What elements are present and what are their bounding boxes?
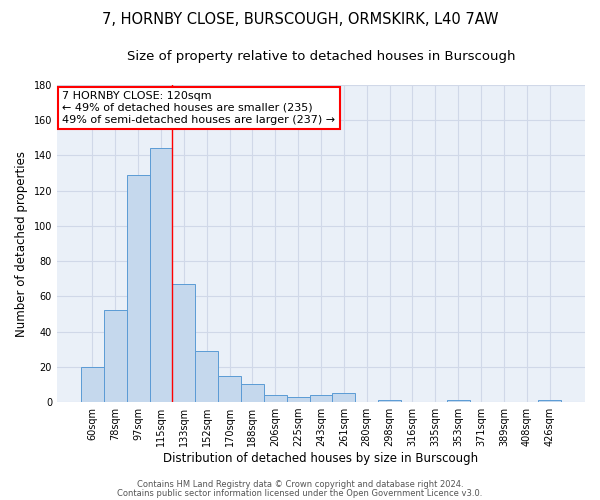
Text: 7, HORNBY CLOSE, BURSCOUGH, ORMSKIRK, L40 7AW: 7, HORNBY CLOSE, BURSCOUGH, ORMSKIRK, L4… [102,12,498,28]
Bar [127,175,149,402]
Bar [149,148,172,402]
Bar [172,284,195,402]
Bar [287,397,310,402]
Bar [446,400,470,402]
Bar [218,376,241,402]
Bar [81,367,104,402]
Bar [264,395,287,402]
Bar [310,395,332,402]
Bar [104,310,127,402]
X-axis label: Distribution of detached houses by size in Burscough: Distribution of detached houses by size … [163,452,479,465]
Bar [241,384,264,402]
Bar [195,351,218,402]
Title: Size of property relative to detached houses in Burscough: Size of property relative to detached ho… [127,50,515,63]
Text: Contains HM Land Registry data © Crown copyright and database right 2024.: Contains HM Land Registry data © Crown c… [137,480,463,489]
Bar [378,400,401,402]
Text: 7 HORNBY CLOSE: 120sqm
← 49% of detached houses are smaller (235)
49% of semi-de: 7 HORNBY CLOSE: 120sqm ← 49% of detached… [62,92,335,124]
Text: Contains public sector information licensed under the Open Government Licence v3: Contains public sector information licen… [118,488,482,498]
Bar [538,400,561,402]
Y-axis label: Number of detached properties: Number of detached properties [15,150,28,336]
Bar [332,394,355,402]
